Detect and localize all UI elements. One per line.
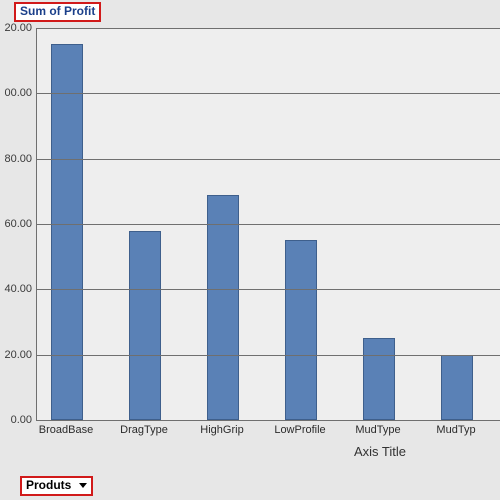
measure-chip[interactable]: Sum of Profit — [14, 2, 101, 22]
bar[interactable] — [285, 240, 317, 420]
y-tick-label: 40.00 — [0, 283, 32, 295]
bar[interactable] — [441, 355, 473, 420]
plot-area — [36, 28, 500, 421]
chevron-down-icon — [79, 483, 87, 488]
x-axis-title: Axis Title — [0, 444, 500, 459]
x-tick-label: LowProfile — [274, 424, 325, 436]
gridline — [37, 289, 500, 290]
chart-stage: Sum of Profit Axis Title Produts 0.00 20.… — [0, 0, 500, 500]
y-tick-label: 20.00 — [0, 349, 32, 361]
gridline — [37, 355, 500, 356]
gridline — [37, 159, 500, 160]
x-tick-label: MudType — [355, 424, 400, 436]
x-tick-label: DragType — [120, 424, 168, 436]
x-tick-label: BroadBase — [39, 424, 93, 436]
y-tick-label: 0.00 — [0, 414, 32, 426]
gridline — [37, 224, 500, 225]
bar[interactable] — [207, 195, 239, 420]
x-tick-label: HighGrip — [200, 424, 243, 436]
y-tick-label: 20.00 — [0, 22, 32, 34]
gridline — [37, 28, 500, 29]
bar[interactable] — [363, 338, 395, 420]
axis-field-chip[interactable]: Produts — [20, 476, 93, 496]
y-tick-label: 00.00 — [0, 87, 32, 99]
bar[interactable] — [51, 44, 83, 420]
axis-field-chip-label: Produts — [26, 478, 71, 492]
measure-chip-label: Sum of Profit — [20, 4, 95, 18]
y-tick-label: 60.00 — [0, 218, 32, 230]
bar[interactable] — [129, 231, 161, 420]
gridline — [37, 93, 500, 94]
y-tick-label: 80.00 — [0, 153, 32, 165]
x-tick-label: MudTyp — [436, 424, 475, 436]
